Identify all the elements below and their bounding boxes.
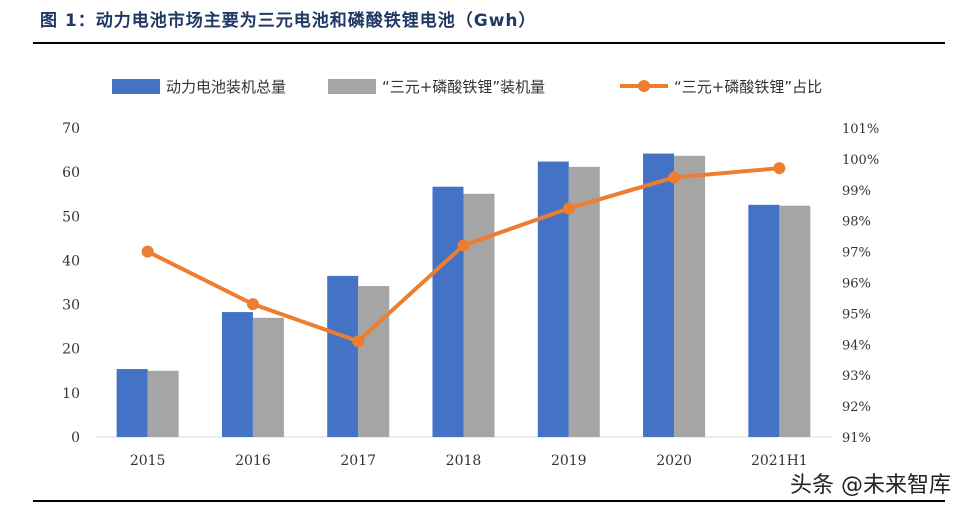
legend-swatch	[112, 79, 160, 94]
right-tick-label: 91%	[842, 431, 871, 446]
legend-swatch	[328, 79, 376, 94]
share-point	[773, 162, 786, 175]
bar-ncm-lfp	[463, 193, 495, 437]
category-label: 2017	[340, 453, 376, 469]
right-tick-label: 95%	[842, 307, 871, 322]
category-label: 2019	[551, 453, 587, 469]
right-tick-label: 94%	[842, 338, 871, 353]
right-tick-label: 100%	[842, 153, 879, 168]
left-tick-label: 10	[62, 386, 80, 402]
category-label: 2015	[130, 453, 166, 469]
bar-total	[432, 186, 464, 437]
right-tick-label: 97%	[842, 246, 871, 261]
bottom-rule	[33, 500, 945, 502]
category-label: 2020	[656, 453, 692, 469]
figure-title: 图 1：动力电池市场主要为三元电池和磷酸铁锂电池（Gwh）	[40, 11, 537, 31]
bar-ncm-lfp	[358, 286, 390, 437]
bar-ncm-lfp	[252, 317, 284, 437]
category-label: 2018	[446, 453, 482, 469]
share-point	[562, 202, 575, 215]
right-tick-label: 92%	[842, 400, 871, 415]
share-point	[457, 239, 470, 252]
category-label: 2016	[235, 453, 271, 469]
right-tick-label: 98%	[842, 215, 871, 230]
bar-total	[748, 204, 780, 437]
left-tick-label: 30	[62, 298, 80, 314]
share-point	[352, 335, 365, 348]
left-tick-label: 70	[62, 121, 80, 137]
left-tick-label: 40	[62, 253, 80, 269]
left-tick-label: 50	[62, 209, 80, 225]
bar-ncm-lfp	[147, 370, 179, 437]
bar-ncm-lfp	[779, 205, 811, 437]
watermark: 头条 @未来智库	[790, 473, 951, 498]
top-rule	[33, 42, 945, 44]
bar-total	[116, 369, 148, 437]
share-point	[668, 171, 681, 184]
bar-ncm-lfp	[568, 166, 600, 438]
legend-label: “三元+磷酸铁锂”占比	[674, 78, 822, 96]
share-point	[246, 298, 259, 311]
bar-ncm-lfp	[674, 155, 706, 437]
left-tick-label: 20	[62, 342, 80, 358]
right-tick-label: 99%	[842, 184, 871, 199]
legend-label: “三元+磷酸铁锂”装机量	[382, 78, 545, 96]
right-tick-label: 93%	[842, 369, 871, 384]
bar-total	[537, 161, 569, 437]
bar-total	[643, 153, 675, 438]
share-point	[141, 245, 154, 258]
category-label: 2021H1	[751, 453, 808, 469]
bar-total	[221, 312, 253, 437]
legend-marker	[638, 80, 650, 92]
legend-label: 动力电池装机总量	[166, 78, 286, 96]
right-tick-label: 96%	[842, 277, 871, 292]
left-tick-label: 60	[62, 165, 80, 181]
right-tick-label: 101%	[842, 122, 879, 137]
bar-total	[327, 275, 359, 437]
left-tick-label: 0	[71, 430, 80, 446]
